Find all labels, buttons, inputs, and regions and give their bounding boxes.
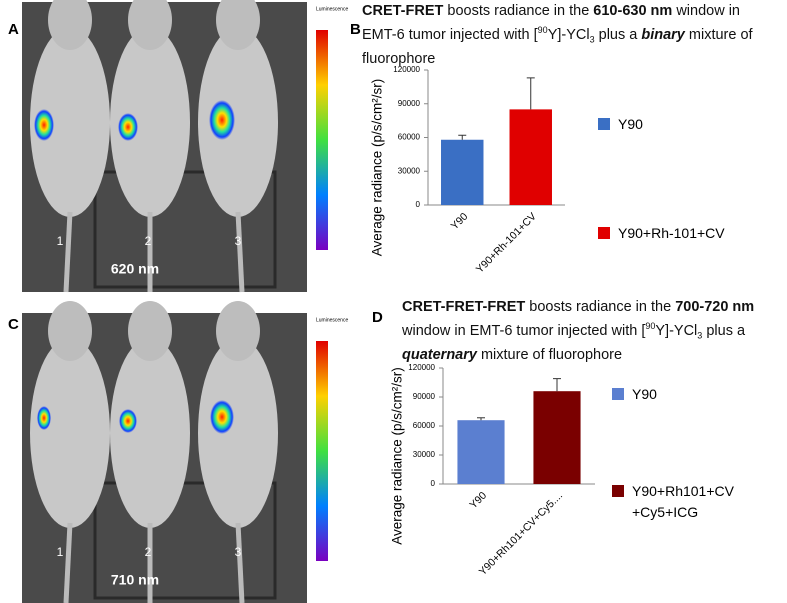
panel-label: C: [8, 316, 19, 333]
mouse-head: [128, 301, 172, 361]
mouse-head: [216, 0, 260, 50]
y-tick-label: 30000: [413, 450, 436, 459]
title-part: 610-630 nm: [593, 3, 673, 19]
mouse-number: 1: [57, 545, 64, 559]
mouse-number: 3: [235, 545, 242, 559]
bar: [509, 109, 552, 205]
mouse-body: [198, 27, 278, 217]
title-part: binary: [641, 26, 685, 43]
x-tick-label: Y90+Rh-101+CV: [474, 211, 539, 276]
mouse-body: [198, 338, 278, 528]
legend-label: Y90+Rh101+CV+Cy5+ICG: [632, 483, 734, 520]
y-tick-label: 60000: [413, 421, 436, 430]
legend-label: Y90+Rh-101+CV: [618, 225, 725, 241]
x-tick-label: Y90: [467, 489, 489, 511]
mouse-body: [30, 338, 110, 528]
mouse-head: [128, 0, 172, 50]
legend-label: Y90: [618, 116, 643, 132]
title-part: CRET-FRET: [362, 3, 444, 19]
bar: [441, 139, 484, 205]
legend-label: Y90: [632, 386, 657, 402]
legend-entry: Y90: [612, 384, 742, 405]
bar: [457, 420, 505, 484]
signal: [37, 406, 51, 430]
colorbar: [316, 341, 328, 561]
title-part: 700-720 nm: [675, 299, 755, 315]
title-part: 90: [645, 321, 656, 331]
mouse-number: 3: [235, 234, 242, 248]
x-tick-label: Y90+Rh101+CV+Cy5....: [477, 490, 565, 578]
signal: [209, 100, 235, 140]
y-tick-label: 120000: [408, 363, 435, 372]
title-part: window in EMT-6 tumor injected with [: [402, 322, 646, 339]
chart-title: CRET-FRET-FRET boosts radiance in the 70…: [402, 298, 787, 365]
wavelength-label: 710 nm: [111, 572, 159, 588]
title-part: plus a: [594, 26, 642, 43]
signal: [210, 400, 234, 434]
y-tick-label: 60000: [398, 133, 421, 142]
mouse-body: [110, 338, 190, 528]
y-tick-label: 120000: [393, 65, 420, 74]
colorbar: [316, 30, 328, 250]
wavelength-label: 620 nm: [111, 261, 159, 277]
y-tick-label: 90000: [413, 392, 436, 401]
y-tick-label: 90000: [398, 99, 421, 108]
y-tick-label: 0: [416, 200, 421, 209]
mouse-tail: [63, 522, 73, 603]
panel-label: B: [350, 21, 361, 38]
title-part: quaternary: [402, 346, 477, 363]
title-part: plus a: [702, 322, 746, 339]
signal: [34, 109, 54, 141]
legend-swatch: [612, 485, 624, 497]
legend-entry: Y90+Rh-101+CV: [598, 223, 728, 244]
title-part: Y]-YCl: [547, 26, 590, 43]
title-part: boosts radiance in the: [443, 3, 594, 19]
signal: [118, 113, 138, 141]
tray: [93, 170, 277, 289]
bar: [533, 391, 581, 484]
legend-swatch: [612, 388, 624, 400]
title-part: Y]-YCl: [655, 322, 698, 339]
title-part: mixture of fluorophore: [476, 346, 623, 363]
mouse-head: [216, 301, 260, 361]
mouse-tail: [63, 211, 73, 293]
title-part: CRET-FRET-FRET: [402, 299, 526, 315]
tray: [93, 481, 277, 600]
colorbar-title: Luminescence: [316, 6, 348, 12]
mouse-body: [30, 27, 110, 217]
title-part: 3: [589, 34, 595, 45]
panel-label: D: [372, 309, 383, 326]
signal: [119, 409, 137, 433]
mouse-number: 2: [145, 234, 152, 248]
mouse-tail: [235, 522, 245, 603]
mouse-tail: [235, 211, 245, 293]
mouse-number: 2: [145, 545, 152, 559]
chart-title: CRET-FRET boosts radiance in the 610-630…: [362, 2, 777, 69]
panel-label: A: [8, 21, 19, 38]
colorbar-title: Luminescence: [316, 317, 348, 323]
y-tick-label: 30000: [398, 166, 421, 175]
title-part: mixture of fluorophore: [362, 26, 753, 67]
title-part: 3: [697, 330, 703, 341]
legend-swatch: [598, 227, 610, 239]
legend-entry: Y90: [598, 114, 728, 135]
x-tick-label: Y90: [449, 210, 471, 232]
mouse-number: 1: [57, 234, 64, 248]
mouse-head: [48, 0, 92, 50]
y-axis-label: Average radiance (p/s/cm²/sr): [390, 367, 405, 545]
title-part: window in EMT-6 tumor injected with [: [362, 3, 740, 43]
legend-swatch: [598, 118, 610, 130]
mouse-head: [48, 301, 92, 361]
title-part: boosts radiance in the: [525, 299, 676, 315]
y-axis-label: Average radiance (p/s/cm²/sr): [370, 79, 385, 257]
y-tick-label: 0: [431, 479, 436, 488]
mouse-body: [110, 27, 190, 217]
legend-entry: Y90+Rh101+CV+Cy5+ICG: [612, 481, 742, 523]
title-part: 90: [537, 25, 548, 35]
